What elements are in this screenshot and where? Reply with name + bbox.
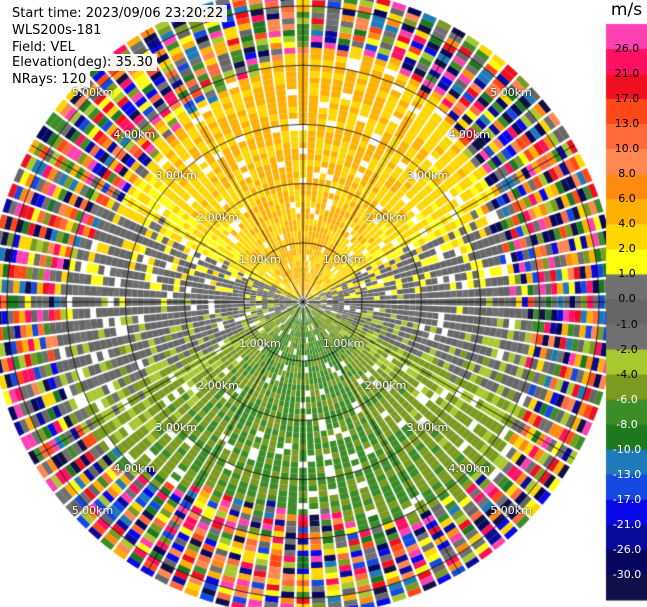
range-ring-label: 1.00km bbox=[239, 336, 281, 350]
colorbar-tick-label: 10.0 bbox=[614, 142, 640, 156]
colorbar-tick-label: 6.0 bbox=[618, 192, 636, 206]
range-ring-label: 3.00km bbox=[406, 169, 449, 183]
colorbar-title: m/s bbox=[610, 0, 643, 20]
colorbar-tick-label: 8.0 bbox=[618, 167, 636, 181]
colorbar-tick-label: -6.0 bbox=[616, 392, 638, 406]
colorbar-tick-label: -10.0 bbox=[612, 442, 642, 456]
range-ring-label: 1.00km bbox=[322, 253, 365, 267]
nrays-label: NRays: 120 bbox=[8, 71, 91, 88]
range-ring-label: 4.00km bbox=[113, 462, 156, 476]
elevation-label: Elevation(deg): 35.30 bbox=[8, 54, 157, 71]
range-ring-label: 1.00km bbox=[322, 336, 365, 350]
colorbar-tick-label: 4.0 bbox=[618, 217, 636, 231]
colorbar-tick-label: -26.0 bbox=[612, 542, 642, 556]
range-ring-label: 5.00km bbox=[71, 504, 114, 518]
range-ring-label: 2.00km bbox=[364, 378, 407, 392]
colorbar-tick-label: 13.0 bbox=[614, 117, 640, 131]
start-time-label: Start time: 2023/09/06 23:20:22 bbox=[8, 5, 228, 22]
range-ring-label: 4.00km bbox=[448, 462, 491, 476]
instrument-label: WLS200s-181 bbox=[8, 22, 106, 39]
range-ring-label: 3.00km bbox=[406, 420, 449, 434]
colorbar-tick-label: 21.0 bbox=[614, 67, 640, 81]
colorbar-tick-label: -30.0 bbox=[612, 567, 642, 581]
range-ring-label: 2.00km bbox=[197, 211, 239, 225]
colorbar-tick-label: 17.0 bbox=[614, 92, 640, 106]
colorbar-tick-label: 0.0 bbox=[618, 292, 636, 306]
range-ring-label: 4.00km bbox=[448, 127, 491, 141]
range-ring-label: 5.00km bbox=[71, 85, 114, 99]
range-ring-label: 2.00km bbox=[197, 378, 239, 392]
colorbar-tick-label: -1.0 bbox=[616, 317, 638, 331]
range-ring-label: 5.00km bbox=[490, 504, 532, 518]
colorbar-tick-label: -2.0 bbox=[616, 342, 638, 356]
field-label: Field: VEL bbox=[8, 39, 79, 56]
colorbar-tick-label: -4.0 bbox=[616, 367, 638, 381]
colorbar-tick-label: -8.0 bbox=[616, 417, 638, 431]
range-ring-label: 2.00km bbox=[364, 211, 407, 225]
colorbar-tick-label: -17.0 bbox=[612, 492, 642, 506]
range-ring-label: 4.00km bbox=[113, 127, 156, 141]
range-ring-label: 3.00km bbox=[155, 169, 197, 183]
range-ring-label: 1.00km bbox=[239, 253, 281, 267]
colorbar-tick-label: -13.0 bbox=[612, 467, 642, 481]
colorbar-tick-label: -21.0 bbox=[612, 517, 642, 531]
colorbar-tick-label: 1.0 bbox=[618, 267, 636, 281]
colorbar-tick-label: 2.0 bbox=[618, 242, 636, 256]
colorbar-tick-label: 26.0 bbox=[614, 42, 640, 56]
range-ring-label: 3.00km bbox=[155, 420, 197, 434]
range-ring-label: 5.00km bbox=[490, 85, 532, 99]
